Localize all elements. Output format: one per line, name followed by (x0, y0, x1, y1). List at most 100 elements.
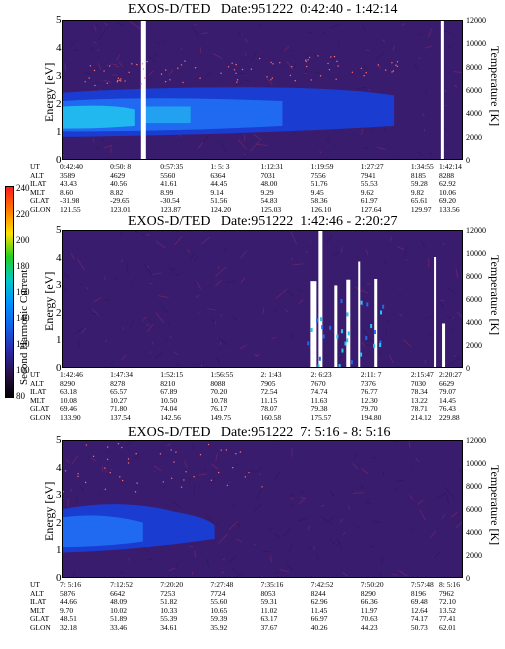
table-cell: 44.66 (60, 597, 77, 606)
temperature-point (391, 71, 393, 73)
table-cell: 10.06 (439, 187, 456, 197)
table-cell: 13.22 (410, 395, 428, 405)
spectrogram-noise (63, 288, 67, 292)
temperature-point (294, 80, 296, 82)
y2-tick-label: 6000 (466, 295, 482, 304)
spectrogram-noise (144, 264, 153, 277)
spectrogram-noise (69, 40, 77, 47)
spectrogram-noise (144, 234, 151, 236)
table-cell: 71.80 (110, 404, 127, 413)
spectrogram-noise (253, 133, 262, 141)
spectrogram-patch (322, 334, 325, 339)
spectrogram-noise (266, 77, 273, 85)
y2-axis-label: Temperature [K] (488, 46, 502, 127)
table-cell: 121.55 (60, 204, 81, 214)
y2-tick-label: 12000 (466, 226, 486, 235)
table-cell: 7941 (360, 170, 376, 180)
spectrogram-noise (197, 142, 203, 150)
spectrogram-noise (298, 497, 306, 505)
table-cell: 11.97 (360, 605, 378, 615)
table-cell: 40.26 (310, 622, 328, 632)
table-row-label: ILAT (30, 387, 47, 396)
spectrogram-noise (307, 525, 311, 531)
y-axis-label: Energy [eV] (42, 62, 56, 122)
temperature-point (335, 78, 337, 80)
temperature-point (395, 64, 397, 66)
spectrogram-noise (241, 33, 244, 35)
spectrogram-noise (237, 139, 247, 150)
table-cell: 0:57:35 (160, 162, 184, 171)
table-cell: 8.99 (160, 187, 174, 197)
spectrogram-patch (321, 325, 324, 330)
spectrogram-noise (147, 265, 149, 269)
temperature-point (88, 77, 90, 79)
spectrogram-patch (347, 331, 350, 336)
spectrogram-noise (394, 487, 398, 492)
temperature-point (116, 81, 119, 83)
spectrogram-noise (436, 492, 447, 499)
spectrogram-noise (272, 308, 278, 314)
temperature-point (291, 65, 293, 68)
temperature-point (310, 79, 312, 81)
spectrogram-noise (379, 572, 383, 577)
spectrogram-noise (202, 135, 210, 143)
spectrogram-noise (232, 316, 238, 322)
temperature-point (270, 79, 272, 81)
table-cell: 55.60 (210, 597, 228, 606)
table-row-label: UT (30, 162, 40, 171)
table-cell: 79.38 (310, 404, 328, 413)
table-cell: 51.56 (210, 196, 228, 205)
data-gap (318, 231, 323, 367)
table-cell: 7376 (360, 378, 376, 388)
colorbar-tick-label: 160 (16, 287, 30, 297)
spectrogram-noise (424, 359, 427, 364)
spectrogram-svg (63, 21, 462, 159)
spectrogram-noise (424, 314, 433, 320)
table-cell: 126.10 (310, 204, 332, 214)
spectrogram-noise (455, 521, 462, 529)
spectrogram-noise (93, 297, 102, 303)
spectrogram-noise (427, 28, 433, 38)
temperature-point (146, 60, 148, 63)
spectrogram-noise (238, 31, 241, 36)
spectrogram-noise (364, 499, 370, 505)
table-cell: 7556 (310, 170, 326, 180)
table-cell: 133.56 (439, 204, 460, 214)
temperature-point (232, 466, 234, 469)
table-cell: 10.27 (110, 395, 127, 405)
table-row-label: ILAT (30, 597, 47, 606)
spectrogram-noise (189, 477, 191, 485)
spectrogram-noise (290, 502, 294, 506)
spectrogram-noise (319, 150, 322, 154)
table-cell: 9.82 (410, 187, 424, 197)
y2-tick-label: 10000 (466, 249, 486, 258)
y2-tick-label: 6000 (466, 505, 482, 514)
spectrogram-noise (154, 351, 164, 360)
table-cell: 7:12:52 (110, 580, 134, 589)
temperature-point (377, 64, 380, 66)
spectrogram-noise (149, 351, 152, 354)
spectrogram-noise (443, 486, 455, 498)
spectrogram-noise (403, 246, 408, 258)
temperature-point (127, 462, 130, 464)
spectrogram-noise (392, 441, 397, 443)
spectrogram-noise (99, 29, 106, 40)
temperature-point (194, 67, 197, 69)
temperature-point (225, 449, 228, 451)
spectrogram-patch (365, 335, 368, 340)
table-cell: 67.89 (160, 387, 178, 396)
spectrogram-noise (193, 485, 196, 496)
spectrogram-noise (428, 332, 432, 336)
y2-tick-label: 8000 (466, 62, 482, 72)
table-cell: 34.61 (160, 622, 178, 632)
spectrogram-noise (303, 68, 308, 77)
temperature-point (144, 77, 146, 79)
spectrogram-noise (398, 501, 401, 504)
colorbar-tick-label: 120 (16, 339, 30, 349)
spectrogram-patch (329, 325, 332, 330)
spectrogram-noise (429, 152, 433, 156)
y-tick-label: 2 (56, 306, 62, 319)
spectrogram-noise (97, 62, 102, 71)
spectrogram-noise (348, 505, 351, 510)
temperature-point (124, 80, 126, 82)
